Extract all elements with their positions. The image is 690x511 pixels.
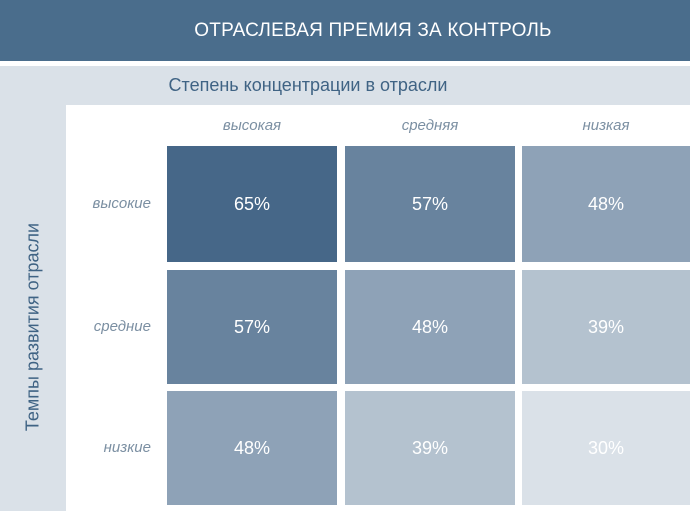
heatmap-cell-0-0: 65% [167, 146, 337, 262]
heatmap-cell-2-0: 48% [167, 391, 337, 505]
cell-value-label: 48% [411, 316, 449, 337]
row-label-1: средние [93, 318, 151, 335]
chart-title: ОТРАСЛЕВАЯ ПРЕМИЯ ЗА КОНТРОЛЬ [194, 19, 552, 41]
heatmap-cell-2-2: 30% [522, 391, 690, 505]
column-axis-band [66, 66, 690, 105]
column-label-0: высокая [222, 117, 282, 134]
heatmap-cell-0-1: 57% [345, 146, 515, 262]
row-label-2: низкие [103, 439, 151, 456]
cell-value-label: 48% [587, 193, 625, 214]
column-label-2: низкая [582, 117, 630, 134]
heatmap-cell-0-2: 48% [522, 146, 690, 262]
row-axis-band [0, 66, 66, 511]
column-label-1: средняя [401, 117, 459, 134]
cell-value-label: 57% [411, 193, 449, 214]
cell-value-label: 57% [233, 316, 271, 337]
heatmap-cell-1-1: 48% [345, 270, 515, 384]
cell-value-label: 65% [233, 193, 271, 214]
heatmap-cell-1-2: 39% [522, 270, 690, 384]
cell-value-label: 30% [587, 437, 625, 458]
chart-title-bar: ОТРАСЛЕВАЯ ПРЕМИЯ ЗА КОНТРОЛЬ [0, 0, 690, 61]
cell-value-label: 39% [411, 437, 449, 458]
x-axis-title-text: Степень концентрации в отрасли [168, 75, 448, 95]
row-label-0: высокие [92, 195, 151, 212]
cell-value-label: 39% [587, 316, 625, 337]
cell-value-label: 48% [233, 437, 271, 458]
x-axis-title: Степень концентрации в отрасли [66, 66, 690, 105]
heatmap-cell-2-1: 39% [345, 391, 515, 505]
heatmap-cell-1-0: 57% [167, 270, 337, 384]
